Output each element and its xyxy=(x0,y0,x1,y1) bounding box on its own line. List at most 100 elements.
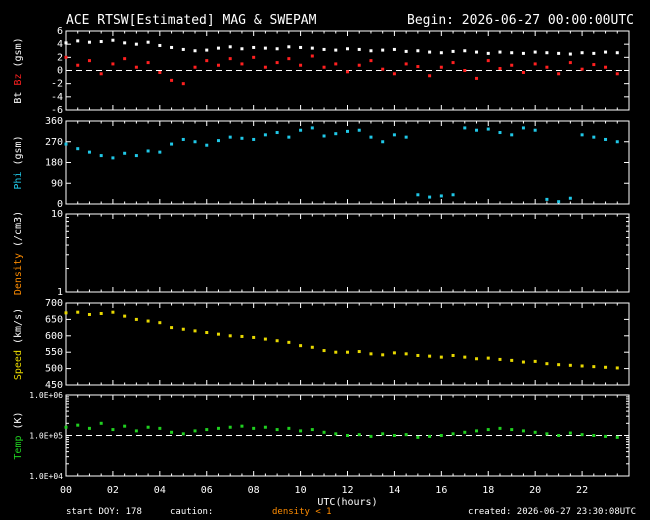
speed-y-tick-label: 600 xyxy=(45,331,63,342)
temp-point xyxy=(346,434,349,437)
mag-y-tick-label: 0 xyxy=(57,66,63,77)
density-y-tick-label: 1 xyxy=(57,287,63,298)
bt-point xyxy=(299,45,303,49)
speed-point xyxy=(392,351,396,355)
phi-point xyxy=(111,156,115,160)
speed-point xyxy=(310,345,314,349)
bz-point xyxy=(346,70,349,74)
temp-point xyxy=(99,421,103,425)
x-axis-label: UTC(hours) xyxy=(317,497,377,508)
temp-point xyxy=(134,429,138,433)
temp-point xyxy=(287,426,291,430)
bt-point xyxy=(428,50,432,54)
bt-point xyxy=(475,50,479,54)
speed-y-tick-label: 450 xyxy=(45,380,63,391)
phi-point xyxy=(263,133,267,137)
phi-point xyxy=(205,143,209,147)
temp-point xyxy=(604,434,608,438)
start-doy: start DOY: 178 xyxy=(66,507,142,517)
phi-y-axis-label-name: Phi xyxy=(13,172,24,190)
phi-point xyxy=(193,140,197,144)
phi-point xyxy=(76,147,80,151)
speed-point xyxy=(216,332,220,336)
phi-point xyxy=(568,196,572,200)
phi-point xyxy=(64,142,68,146)
bt-point xyxy=(228,45,232,49)
speed-point xyxy=(228,334,232,338)
speed-point xyxy=(615,366,619,370)
phi-point xyxy=(170,142,174,146)
speed-point xyxy=(521,360,525,364)
bz-point xyxy=(580,67,584,71)
temp-point xyxy=(521,429,525,433)
temp-y-tick-label: 1.0E+06 xyxy=(29,391,63,400)
bz-point xyxy=(334,62,338,66)
phi-point xyxy=(216,139,220,143)
temp-point xyxy=(123,424,127,428)
speed-point xyxy=(604,365,608,369)
bt-point xyxy=(322,47,326,51)
bt-point xyxy=(592,51,596,55)
bz-point xyxy=(521,70,525,74)
phi-point xyxy=(533,128,537,132)
temp-point xyxy=(322,430,326,434)
temp-point xyxy=(592,434,596,437)
bt-point xyxy=(205,48,209,52)
speed-point xyxy=(533,359,537,363)
phi-point xyxy=(310,126,314,130)
speed-point xyxy=(99,311,103,315)
speed-point xyxy=(568,363,572,367)
phi-point xyxy=(369,135,373,139)
bz-point xyxy=(263,65,267,69)
density-caution-note: density < 1 xyxy=(272,507,332,517)
temp-point xyxy=(87,426,91,430)
bt-point xyxy=(369,49,373,53)
bz-point xyxy=(475,76,479,80)
phi-point xyxy=(146,149,150,153)
bz-point xyxy=(486,59,490,63)
phi-point xyxy=(615,140,619,144)
speed-point xyxy=(170,326,174,330)
bt-point xyxy=(99,40,103,44)
phi-point xyxy=(99,154,103,158)
speed-point xyxy=(240,334,244,338)
phi-point xyxy=(510,133,514,137)
phi-point xyxy=(346,129,349,133)
bz-point xyxy=(357,63,361,67)
phi-point xyxy=(134,154,138,158)
speed-point xyxy=(334,350,338,354)
bz-point xyxy=(498,67,502,71)
bz-point xyxy=(439,65,443,69)
phi-point xyxy=(252,137,256,141)
phi-point xyxy=(451,193,455,197)
temp-y-tick-label: 1.0E+05 xyxy=(29,432,63,441)
temp-point xyxy=(334,432,338,436)
temp-point xyxy=(428,434,432,438)
x-tick-label: 06 xyxy=(201,485,213,496)
x-tick-label: 20 xyxy=(529,485,541,496)
mag-y-tick-label: -4 xyxy=(51,92,63,103)
caution-label: caution: xyxy=(170,507,213,517)
speed-point xyxy=(64,311,68,315)
speed-point xyxy=(369,352,373,356)
phi-point xyxy=(299,128,303,132)
speed-point xyxy=(357,350,361,354)
bt-point xyxy=(87,40,91,44)
bt-point xyxy=(521,51,525,55)
phi-point xyxy=(463,126,467,130)
temp-point xyxy=(486,428,490,432)
phi-point xyxy=(428,195,432,199)
bz-point xyxy=(287,57,291,61)
speed-point xyxy=(346,350,349,354)
bz-point xyxy=(193,65,197,69)
phi-point xyxy=(181,137,185,141)
temp-point xyxy=(275,428,279,432)
temp-point xyxy=(404,433,408,437)
mag-y-tick-label: 2 xyxy=(57,52,63,63)
temp-point xyxy=(392,434,396,437)
speed-y-axis-label-name: Speed xyxy=(13,350,24,380)
x-tick-label: 02 xyxy=(107,485,119,496)
bz-point xyxy=(463,69,467,72)
speed-point xyxy=(146,319,150,323)
